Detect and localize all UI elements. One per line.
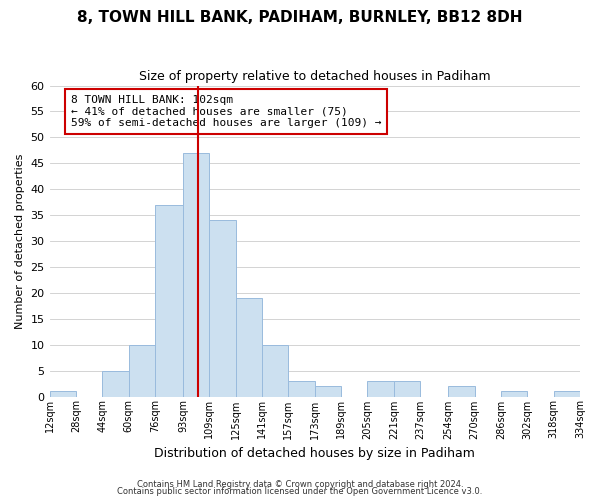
Bar	[50, 392, 76, 396]
Bar	[501, 392, 527, 396]
Title: Size of property relative to detached houses in Padiham: Size of property relative to detached ho…	[139, 70, 491, 83]
Bar	[315, 386, 341, 396]
Text: Contains public sector information licensed under the Open Government Licence v3: Contains public sector information licen…	[118, 487, 482, 496]
Text: 8 TOWN HILL BANK: 102sqm
← 41% of detached houses are smaller (75)
59% of semi-d: 8 TOWN HILL BANK: 102sqm ← 41% of detach…	[71, 95, 381, 128]
Bar	[554, 392, 580, 396]
Bar	[448, 386, 475, 396]
Bar	[289, 381, 315, 396]
Bar	[262, 344, 289, 397]
Text: Contains HM Land Registry data © Crown copyright and database right 2024.: Contains HM Land Registry data © Crown c…	[137, 480, 463, 489]
Bar	[183, 153, 209, 396]
Bar	[209, 220, 236, 396]
Bar	[367, 381, 394, 396]
Y-axis label: Number of detached properties: Number of detached properties	[15, 154, 25, 328]
Text: 8, TOWN HILL BANK, PADIHAM, BURNLEY, BB12 8DH: 8, TOWN HILL BANK, PADIHAM, BURNLEY, BB1…	[77, 10, 523, 25]
X-axis label: Distribution of detached houses by size in Padiham: Distribution of detached houses by size …	[154, 447, 475, 460]
Bar	[394, 381, 420, 396]
Bar	[102, 370, 128, 396]
Bar	[155, 205, 183, 396]
Bar	[236, 298, 262, 396]
Bar	[128, 344, 155, 397]
